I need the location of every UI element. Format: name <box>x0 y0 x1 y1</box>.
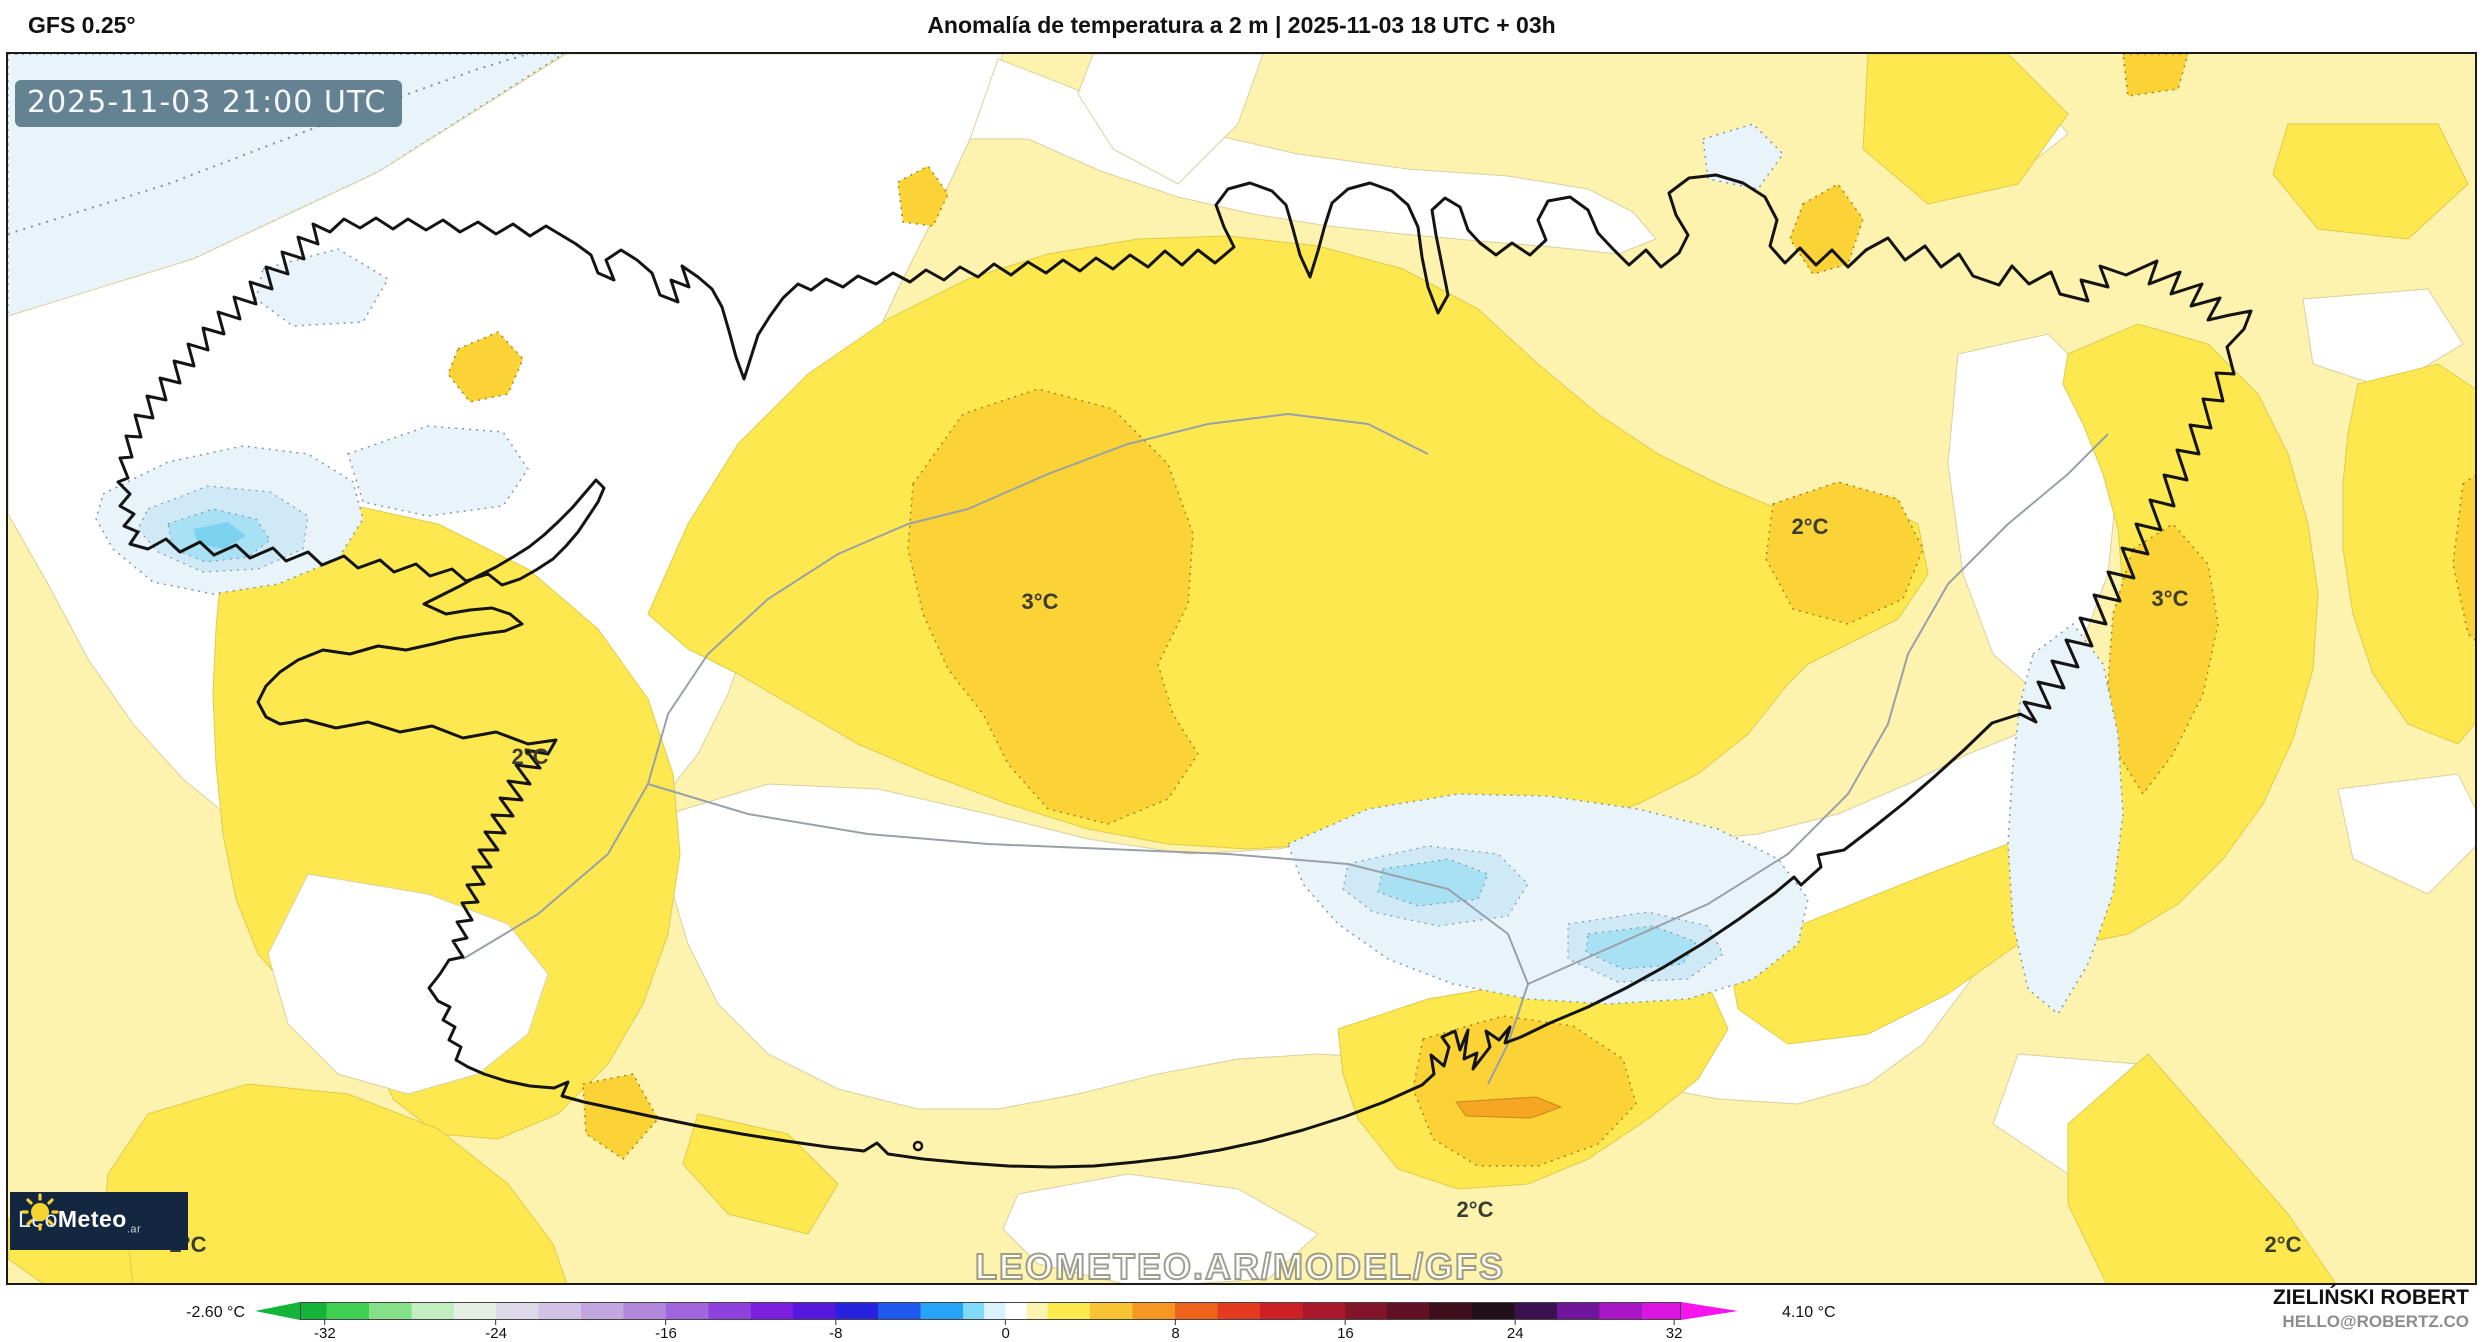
logo-wordmark: LeoMeteo.ar <box>18 1206 141 1236</box>
anomaly-value-label: 2°C <box>2264 1232 2302 1257</box>
map-canvas <box>8 54 2475 1283</box>
colorbar-ticks: -32 -24 -16 -8 0 8 16 24 32 <box>300 1320 1682 1342</box>
sun-icon <box>21 1193 59 1231</box>
author-credit: ZIELIŃSKI ROBERT <box>2272 1286 2469 1309</box>
road-lines <box>462 412 2109 1085</box>
logo-word-meteo: Meteo <box>57 1206 127 1233</box>
colorbar-tick: -24 <box>485 1320 507 1342</box>
anomaly-value-label: 2°C <box>1791 514 1829 539</box>
colorbar-tick: 32 <box>1666 1320 1682 1342</box>
colorbar-left-arrow <box>255 1302 300 1320</box>
iceland-coastline <box>116 173 2253 1169</box>
region-warm-4c <box>1455 1096 1563 1119</box>
anomaly-map: 3°C 2°C 2°C 3°C 2°C 2°C 2°C 2025-11-03 2… <box>6 52 2477 1285</box>
anomaly-max-value: 4.10 °C <box>1782 1304 1836 1321</box>
colorbar-tick: 16 <box>1337 1320 1354 1342</box>
colorbar-tick: 0 <box>1002 1320 1010 1342</box>
anomaly-value-label: 3°C <box>1021 589 1059 614</box>
anomaly-value-label: 2°C <box>1456 1197 1494 1222</box>
watermark-text: LEOMETEO.AR/MODEL/GFS <box>974 1245 1506 1285</box>
colorbar-right-arrow <box>1681 1302 1738 1320</box>
island-dot <box>912 1140 924 1152</box>
colorbar-tick: -8 <box>829 1320 842 1342</box>
colorbar-tick: 8 <box>1171 1320 1180 1342</box>
anomaly-min-value: -2.60 °C <box>186 1304 245 1321</box>
anomaly-value-label: 2°C <box>511 744 549 769</box>
colorbar-tick: -32 <box>314 1320 336 1342</box>
author-email: HELLO@ROBERTZ.CO <box>2282 1312 2469 1331</box>
page-title: Anomalía de temperatura a 2 m | 2025-11-… <box>927 12 1556 38</box>
colorbar-tick: 24 <box>1507 1320 1524 1342</box>
valid-time-badge: 2025-11-03 21:00 UTC <box>15 80 403 127</box>
header-bar: GFS 0.25° Anomalía de temperatura a 2 m … <box>0 0 2483 52</box>
temperature-colorbar <box>300 1302 1681 1320</box>
model-resolution-label: GFS 0.25° <box>28 12 136 38</box>
colorbar-tick: -16 <box>655 1320 677 1342</box>
region-cold-cells <box>95 123 2124 1016</box>
region-neutral-reykjanes <box>267 873 549 1095</box>
logo-tld: .ar <box>126 1223 142 1236</box>
leometeo-logo: LeoMeteo.ar <box>10 1192 188 1250</box>
anomaly-value-label: 3°C <box>2151 586 2189 611</box>
region-warm-3c <box>447 54 2475 1167</box>
colorbar-footer: -2.60 °C 4.10 °C -32 -24 -16 -8 0 8 16 2… <box>0 1285 2483 1342</box>
